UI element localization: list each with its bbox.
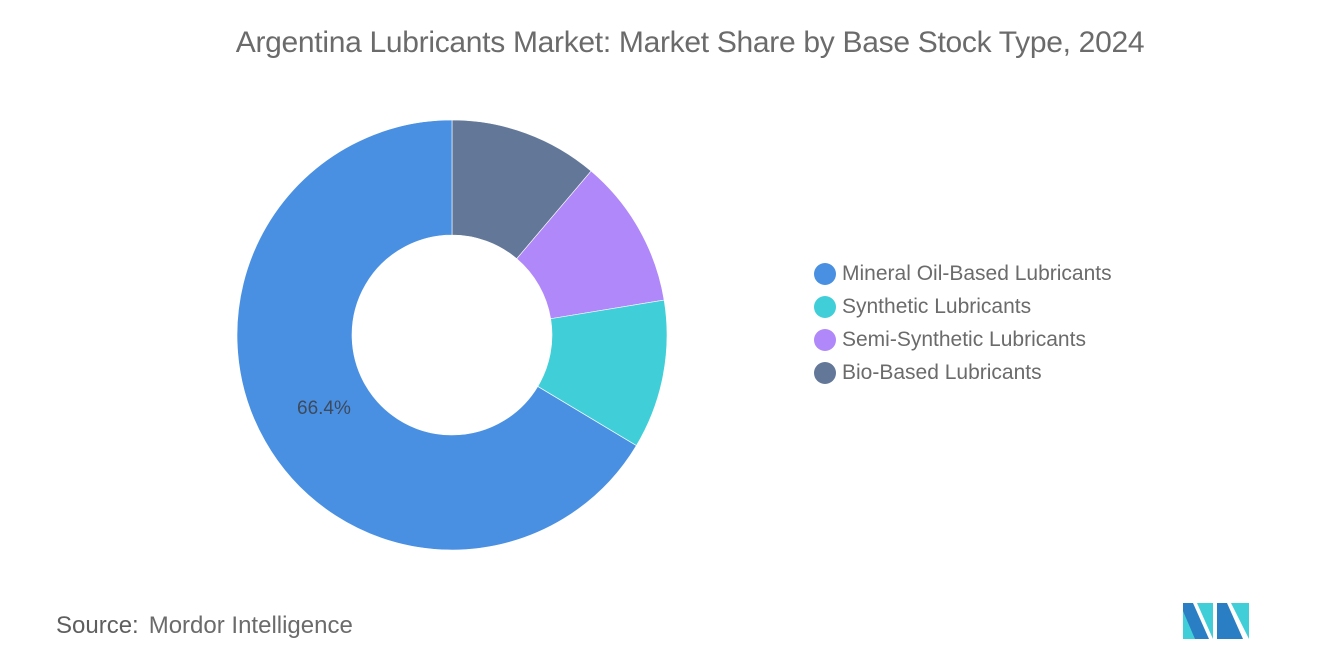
legend-label: Semi-Synthetic Lubricants [842, 327, 1086, 351]
legend-label: Bio-Based Lubricants [842, 360, 1042, 384]
legend-item-synthetic: Synthetic Lubricants [814, 290, 1112, 323]
source-label: Source: [56, 612, 139, 639]
legend-item-mineral: Mineral Oil-Based Lubricants [814, 257, 1112, 290]
source-note: Source: Mordor Intelligence [56, 612, 353, 640]
mordor-logo-icon [1183, 603, 1249, 639]
legend-item-bio-based: Bio-Based Lubricants [814, 356, 1112, 389]
donut-slice [236, 119, 637, 551]
legend-item-semi-synthetic: Semi-Synthetic Lubricants [814, 323, 1112, 356]
donut-chart: 66.4% [236, 119, 668, 551]
legend-dot-icon [814, 295, 836, 318]
legend-dot-icon [814, 328, 836, 351]
legend-label: Synthetic Lubricants [842, 294, 1032, 318]
legend-dot-icon [814, 361, 836, 384]
legend-dot-icon [814, 262, 836, 285]
legend: Mineral Oil-Based Lubricants Synthetic L… [814, 257, 1112, 389]
source-value: Mordor Intelligence [148, 612, 353, 639]
slice-value-label: 66.4% [297, 398, 351, 419]
chart-title: Argentina Lubricants Market: Market Shar… [235, 26, 1145, 59]
legend-label: Mineral Oil-Based Lubricants [842, 261, 1112, 285]
